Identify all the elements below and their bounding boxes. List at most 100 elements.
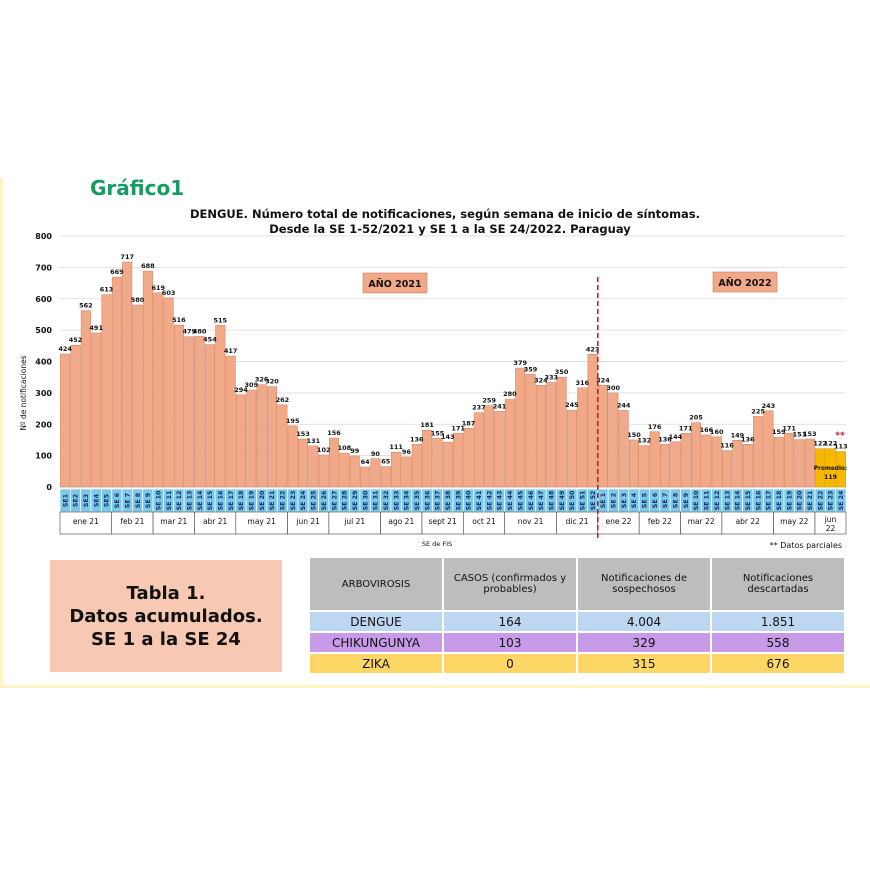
bar-value-label: 515 [214, 316, 228, 324]
bar-value-label: 237 [472, 404, 486, 412]
bar [142, 270, 153, 488]
bar [494, 411, 505, 488]
bar-value-label: 245 [565, 401, 579, 409]
bar-value-label: 423 [586, 345, 600, 353]
x-tick-label: SE 42 [486, 491, 493, 511]
bar [287, 425, 298, 488]
bar-value-label: 424 [58, 345, 72, 353]
row-descartadas: 676 [710, 652, 846, 675]
month-label: mar 22 [688, 517, 715, 526]
bar-value-label: 326 [255, 376, 269, 384]
bar [204, 344, 215, 488]
x-tick-label: SE 35 [414, 491, 421, 511]
y-tick-label: 400 [35, 358, 52, 367]
x-tick-label: SE1 [62, 494, 69, 507]
x-tick-label: SE 13 [724, 491, 731, 511]
x-tick-label: SE5 [104, 494, 111, 507]
x-tick-label: SE 28 [342, 491, 349, 511]
bar [670, 441, 681, 488]
y-tick-label: 0 [46, 483, 52, 492]
bar [577, 387, 588, 488]
x-tick-label: SE 23 [290, 491, 297, 511]
header-descartadas: Notificaciones descartadas [710, 556, 846, 612]
header-casos: CASOS (confirmados y probables) [442, 556, 578, 612]
month-label: ene 21 [73, 517, 99, 526]
month-label: ene 22 [606, 517, 632, 526]
bar-value-label: 122 [824, 440, 838, 448]
bar [597, 385, 608, 488]
y-tick-label: 100 [35, 452, 52, 461]
x-tick-label: SE 3 [621, 493, 628, 508]
bar [194, 336, 205, 488]
bar-value-label: 166 [700, 426, 714, 434]
x-tick-label: SE 21 [269, 491, 276, 511]
bar [442, 441, 453, 488]
bar [649, 431, 660, 488]
y-tick-label: 500 [35, 326, 52, 335]
bar [329, 437, 340, 488]
bar [308, 445, 319, 488]
x-tick-label: SE 22 [817, 491, 824, 511]
x-tick-label: SE 10 [155, 490, 162, 510]
x-tick-label: SE 19 [786, 491, 793, 511]
month-label: abr 21 [203, 517, 228, 526]
month-label: may 21 [248, 517, 276, 526]
bar [153, 292, 164, 488]
header-arbovirosis: ARBOVIROSIS [308, 556, 444, 612]
bar [753, 416, 764, 488]
bar-value-label: 417 [224, 347, 238, 355]
bar [370, 458, 381, 488]
bar [91, 332, 102, 488]
chart-title: DENGUE. Número total de notificaciones, … [190, 207, 700, 221]
x-tick-label: SE 39 [455, 491, 462, 511]
row-sospechosos: 4.004 [576, 610, 712, 633]
x-tick-label: SE 9 [145, 493, 152, 508]
bar [132, 304, 143, 488]
bar [391, 451, 402, 488]
x-tick-label: SE 37 [435, 491, 442, 511]
bar [473, 412, 484, 488]
bar-value-label: 244 [617, 401, 631, 409]
table-row: DENGUE 164 4.004 1.851 [308, 610, 846, 633]
bar-value-label: 153 [803, 430, 817, 438]
bar [546, 382, 557, 488]
tabla-summary-text: Tabla 1. Datos acumulados. SE 1 a la SE … [69, 582, 263, 650]
bar-value-label: 300 [607, 384, 621, 392]
bar [504, 398, 515, 488]
bar [101, 294, 112, 488]
x-tick-label: SE4 [93, 493, 100, 507]
row-sospechosos: 315 [576, 652, 712, 675]
x-tick-label: SE 5 [642, 493, 649, 508]
bar-value-label: 195 [286, 417, 300, 425]
y-tick-label: 300 [35, 389, 52, 398]
legend-partial: ** Datos parciales [770, 541, 842, 550]
bar-value-label: 176 [648, 423, 662, 431]
bar [349, 455, 360, 488]
bar-value-label: 171 [679, 424, 693, 432]
bar-value-label: 479 [182, 328, 196, 336]
bar [618, 410, 629, 488]
x-tick-label: SE 41 [476, 491, 483, 511]
x-tick-label: SE 16 [218, 490, 225, 510]
bar [184, 336, 195, 488]
bar [318, 454, 329, 488]
bar [173, 324, 184, 488]
bar-value-label: 153 [296, 430, 310, 438]
bar-value-label: 688 [141, 262, 155, 270]
x-tick-label: SE 45 [517, 491, 524, 511]
bar [608, 392, 619, 488]
bar [277, 404, 288, 488]
bar [298, 438, 309, 488]
bar [784, 433, 795, 488]
bar-value-label: 619 [151, 284, 165, 292]
x-tick-label: SE 21 [807, 491, 814, 511]
x-tick-label: SE 9 [683, 493, 690, 508]
x-tick-label: SE 7 [662, 493, 669, 508]
x-tick-label: SE 50 [569, 490, 576, 510]
x-tick-label: SE2 [73, 494, 80, 507]
promedio-value: 119 [824, 474, 837, 481]
bar [701, 434, 712, 488]
bar [722, 450, 733, 488]
row-casos: 164 [442, 610, 578, 633]
x-tick-label: SE 44 [507, 490, 514, 510]
